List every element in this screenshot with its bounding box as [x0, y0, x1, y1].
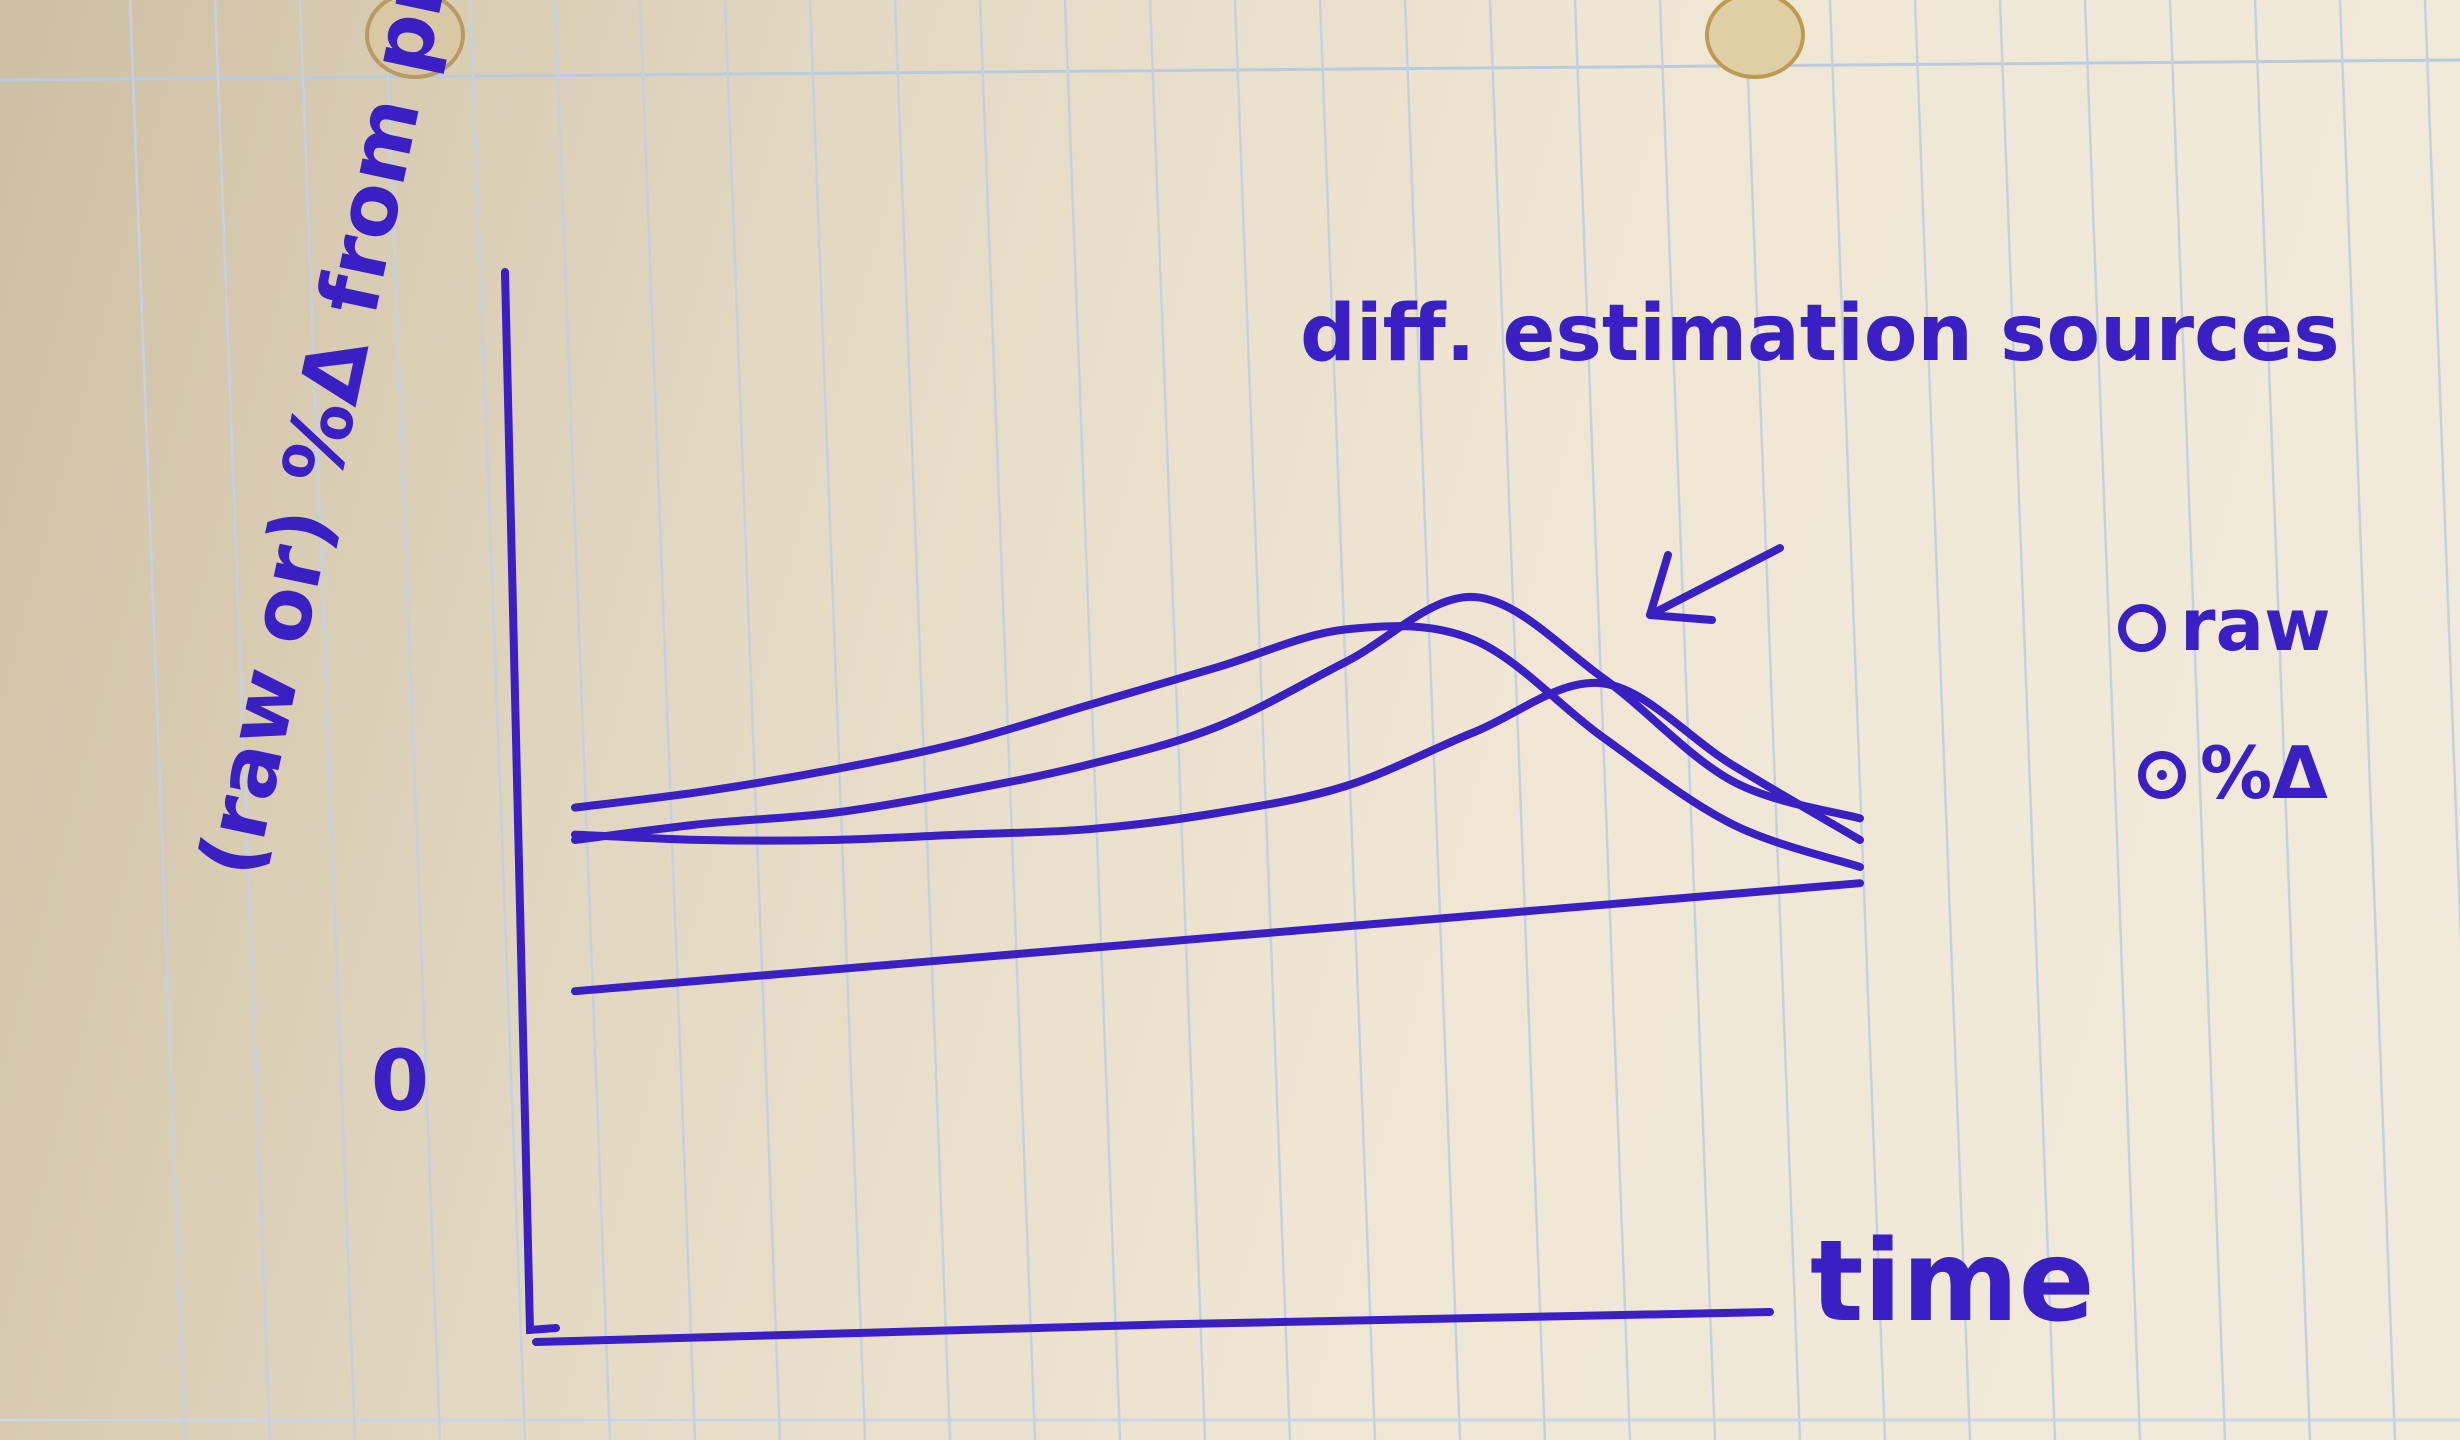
legend: raw %Δ [2118, 583, 2331, 815]
paper-rule-line [2253, 0, 2312, 1440]
paper-rule-line [1828, 0, 1887, 1440]
paper-rule-line [213, 0, 272, 1440]
x-axis-label: time [1810, 1217, 2095, 1347]
paper-rule-line [1998, 0, 2057, 1440]
paper-rule-line [468, 0, 527, 1440]
paper-rule-line [638, 0, 697, 1440]
paper-rule-line [1148, 0, 1207, 1440]
legend-item-raw: raw [2118, 583, 2331, 667]
paper-rule-line [128, 0, 187, 1440]
paper-rule-line [1573, 0, 1632, 1440]
paper-rule-line [1318, 0, 1377, 1440]
paper-rule-line [1658, 0, 1717, 1440]
axes [501, 268, 1774, 1346]
y-axis-label: (raw or) %Δ from previous yr. [182, 0, 558, 884]
x-axis [532, 1308, 1774, 1346]
series-line-2 [571, 592, 1864, 844]
paper-rule-line [723, 0, 782, 1440]
binder-holes [365, 0, 1805, 79]
paper-rule-line [1063, 0, 1122, 1440]
binder-hole-left [365, 0, 465, 79]
paper-rule-line [808, 0, 867, 1440]
paper-vertical-rules [128, 0, 2460, 1440]
paper-rule-line [2083, 0, 2142, 1440]
series-lines [571, 592, 1864, 996]
legend-marker-open-circle [2118, 604, 2166, 652]
paper-rule-line [383, 0, 442, 1440]
paper-rule-line [893, 0, 952, 1440]
paper-rule-line [1403, 0, 1462, 1440]
paper-rule-line [2338, 0, 2397, 1440]
binder-hole-right [1705, 0, 1805, 79]
annotation-arrow [1646, 544, 1784, 624]
paper-rule-line [1743, 0, 1802, 1440]
y-axis [501, 268, 560, 1335]
legend-label-pct-change: %Δ [2200, 731, 2328, 815]
series-line-4 [571, 879, 1864, 996]
paper-rule-line [1913, 0, 1972, 1440]
y-tick-label-zero: 0 [371, 1032, 429, 1130]
paper-rule-line [1488, 0, 1547, 1440]
paper-rule-line [553, 0, 612, 1440]
series-line-1 [571, 622, 1864, 871]
paper-rule-line [2168, 0, 2227, 1440]
paper-rule-line [298, 0, 357, 1440]
paper-rule-line [2423, 0, 2460, 950]
legend-label-raw: raw [2180, 583, 2331, 667]
legend-marker-dotted-circle [2138, 751, 2186, 799]
series-line-3 [571, 678, 1864, 845]
paper-rule-line [978, 0, 1037, 1440]
annotation-text: diff. estimation sources [1300, 289, 2340, 379]
paper-rule-line [1233, 0, 1292, 1440]
legend-item-pct-change: %Δ [2138, 731, 2328, 815]
